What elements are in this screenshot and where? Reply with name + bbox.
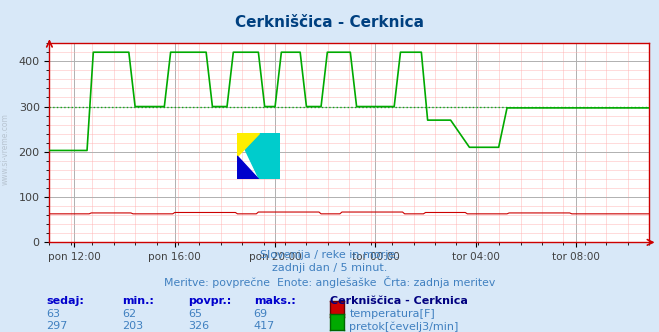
- Text: 69: 69: [254, 309, 268, 319]
- Text: povpr.:: povpr.:: [188, 296, 231, 306]
- Text: Cerkniščica - Cerknica: Cerkniščica - Cerknica: [330, 296, 467, 306]
- Polygon shape: [237, 133, 258, 156]
- Text: Slovenija / reke in morje.: Slovenija / reke in morje.: [260, 250, 399, 260]
- Text: Meritve: povprečne  Enote: anglešaške  Črta: zadnja meritev: Meritve: povprečne Enote: anglešaške Črt…: [164, 276, 495, 288]
- Text: 62: 62: [122, 309, 136, 319]
- Text: pretok[čevelj3/min]: pretok[čevelj3/min]: [349, 321, 459, 332]
- Text: maks.:: maks.:: [254, 296, 295, 306]
- Text: 63: 63: [46, 309, 60, 319]
- Text: www.si-vreme.com: www.si-vreme.com: [1, 114, 10, 185]
- Text: 65: 65: [188, 309, 202, 319]
- Text: Cerkniščica - Cerknica: Cerkniščica - Cerknica: [235, 15, 424, 30]
- Polygon shape: [237, 133, 280, 179]
- Text: 297: 297: [46, 321, 67, 331]
- Text: 326: 326: [188, 321, 209, 331]
- Polygon shape: [237, 156, 258, 179]
- Text: 203: 203: [122, 321, 143, 331]
- Text: 417: 417: [254, 321, 275, 331]
- Text: zadnji dan / 5 minut.: zadnji dan / 5 minut.: [272, 263, 387, 273]
- Text: sedaj:: sedaj:: [46, 296, 84, 306]
- Text: min.:: min.:: [122, 296, 154, 306]
- Text: temperatura[F]: temperatura[F]: [349, 309, 435, 319]
